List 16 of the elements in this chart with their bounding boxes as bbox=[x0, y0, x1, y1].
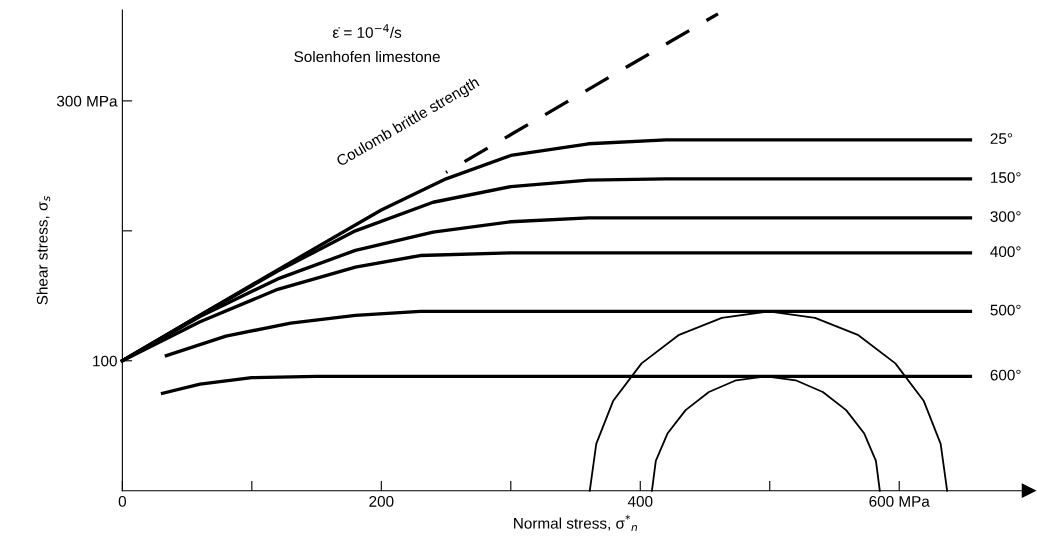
series-label: 400° bbox=[990, 246, 1021, 258]
y-axis-title: Shear stress, σ$_{s}$ bbox=[36, 196, 51, 305]
series-label: 150° bbox=[991, 172, 1021, 183]
x-axis-title: Normal stress, σ$^{*}$$_{n}$ bbox=[514, 514, 638, 532]
annotation: ε̇ = 10$^{−4}$/s bbox=[332, 24, 402, 38]
x-tick-label: 0 bbox=[118, 495, 127, 507]
series-label: 300° bbox=[990, 211, 1021, 222]
y-tick-label: 300 MPa bbox=[56, 95, 118, 107]
x-tick-label: 200 bbox=[369, 495, 394, 507]
x-tick-label: 600 MPa bbox=[869, 495, 930, 507]
annotation: Solenhofen limestone bbox=[294, 50, 440, 63]
series-label: 600° bbox=[990, 369, 1021, 381]
series-label: 25° bbox=[990, 133, 1013, 144]
x-tick-label: 400 bbox=[627, 495, 653, 507]
y-tick-label: 100 bbox=[93, 355, 117, 367]
series-label: 500° bbox=[990, 304, 1021, 316]
